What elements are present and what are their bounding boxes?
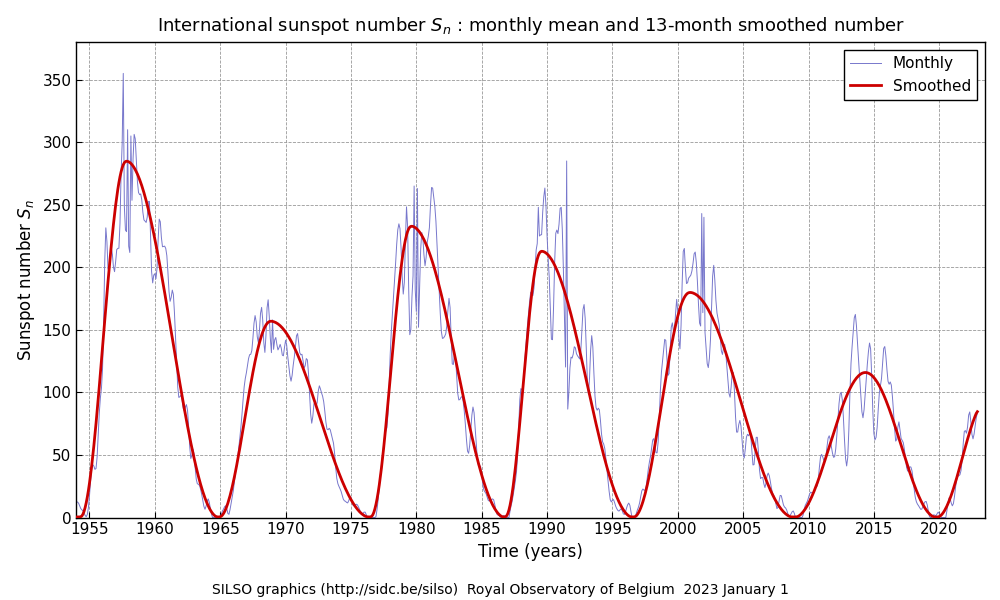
Line: Smoothed: Smoothed [76,161,977,517]
Monthly [331,475,343,482]
Y-axis label: Sunspot number $S_n$: Sunspot number $S_n$ [15,199,37,361]
Monthly [971,409,983,416]
Monthly [295,351,307,358]
Monthly [207,514,219,521]
Smoothed [294,356,306,364]
X-axis label: Time (years): Time (years) [478,543,583,561]
Monthly [70,498,82,505]
Smoothed [330,461,342,468]
Monthly [236,410,248,418]
Smoothed [879,394,891,401]
Smoothed [70,514,82,521]
Title: International sunspot number $S_n$ : monthly mean and 13-month smoothed number: International sunspot number $S_n$ : mon… [157,15,905,37]
Monthly [161,252,173,259]
Legend: Monthly, Smoothed: Monthly, Smoothed [844,50,977,100]
Smoothed [161,302,173,309]
Monthly [711,310,723,317]
Monthly [117,70,129,77]
Smoothed [235,438,247,445]
Monthly [880,352,892,359]
Text: SILSO graphics (http://sidc.be/silso)  Royal Observatory of Belgium  2023 Januar: SILSO graphics (http://sidc.be/silso) Ro… [212,583,788,597]
Smoothed [121,158,133,165]
Smoothed [971,408,983,415]
Smoothed [710,322,722,329]
Line: Monthly: Monthly [76,73,977,518]
